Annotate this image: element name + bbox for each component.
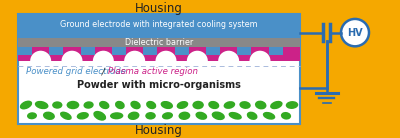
Ellipse shape xyxy=(239,101,251,109)
Ellipse shape xyxy=(35,101,48,109)
Ellipse shape xyxy=(177,101,188,109)
Bar xyxy=(18,14,300,38)
Wedge shape xyxy=(250,51,270,61)
Ellipse shape xyxy=(196,112,207,120)
Ellipse shape xyxy=(224,101,235,109)
Ellipse shape xyxy=(60,112,72,120)
Ellipse shape xyxy=(212,111,225,120)
Text: Powder with micro-organisms: Powder with micro-organisms xyxy=(77,80,241,90)
Wedge shape xyxy=(218,51,239,61)
Ellipse shape xyxy=(115,101,125,109)
Bar xyxy=(206,47,220,55)
Bar xyxy=(18,38,300,47)
Ellipse shape xyxy=(130,101,141,109)
Wedge shape xyxy=(30,51,51,61)
Bar xyxy=(112,47,126,55)
Ellipse shape xyxy=(52,101,62,109)
Ellipse shape xyxy=(128,112,140,120)
Ellipse shape xyxy=(247,112,258,120)
Ellipse shape xyxy=(27,112,37,119)
Text: Ground electrode with integrated cooling system: Ground electrode with integrated cooling… xyxy=(60,20,258,29)
Circle shape xyxy=(341,19,369,46)
Ellipse shape xyxy=(228,112,242,120)
Ellipse shape xyxy=(270,101,283,109)
Ellipse shape xyxy=(178,112,190,120)
Ellipse shape xyxy=(255,101,266,109)
Ellipse shape xyxy=(286,101,298,109)
Bar xyxy=(18,47,32,55)
Bar xyxy=(175,47,189,55)
Bar xyxy=(18,47,300,61)
Wedge shape xyxy=(124,51,145,61)
Ellipse shape xyxy=(84,101,94,109)
Ellipse shape xyxy=(99,101,110,109)
Text: Housing: Housing xyxy=(135,2,183,15)
Text: Dielectric barrier: Dielectric barrier xyxy=(125,38,193,47)
Ellipse shape xyxy=(281,112,291,120)
Ellipse shape xyxy=(77,112,89,120)
Ellipse shape xyxy=(43,112,55,120)
Text: HV: HV xyxy=(347,28,363,38)
Bar xyxy=(269,47,283,55)
Ellipse shape xyxy=(146,101,156,109)
Ellipse shape xyxy=(20,101,32,109)
Text: Powered grid electrode: Powered grid electrode xyxy=(26,67,126,76)
Ellipse shape xyxy=(93,111,106,121)
Ellipse shape xyxy=(263,112,275,120)
Wedge shape xyxy=(93,51,114,61)
Bar xyxy=(237,47,251,55)
Ellipse shape xyxy=(66,101,79,109)
Ellipse shape xyxy=(161,101,173,109)
Wedge shape xyxy=(62,51,82,61)
Ellipse shape xyxy=(162,112,173,120)
Ellipse shape xyxy=(208,101,219,109)
Wedge shape xyxy=(156,51,176,61)
Ellipse shape xyxy=(145,112,156,120)
Bar xyxy=(49,47,63,55)
Text: Housing: Housing xyxy=(135,124,183,137)
Text: /: / xyxy=(98,67,107,76)
Text: Plasma active region: Plasma active region xyxy=(108,67,198,76)
Bar xyxy=(81,47,95,55)
Ellipse shape xyxy=(110,112,123,119)
Ellipse shape xyxy=(192,101,204,109)
Wedge shape xyxy=(187,51,208,61)
Bar xyxy=(143,47,157,55)
Bar xyxy=(18,14,300,124)
